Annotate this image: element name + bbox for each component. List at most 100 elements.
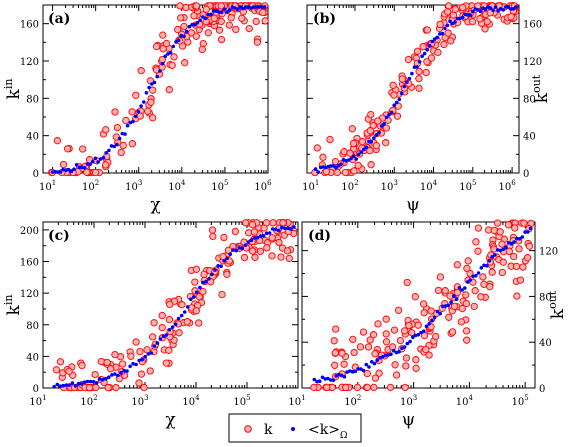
k-point [401, 383, 409, 392]
x-tick-label: 102 [341, 179, 358, 193]
k-point [450, 302, 459, 311]
k-point [367, 110, 375, 119]
mean-k-point [422, 329, 426, 334]
x-tick-exponent: 1 [315, 179, 319, 187]
mean-k-point [420, 54, 424, 58]
k-point [102, 161, 110, 169]
k-point [453, 261, 461, 269]
k-point [348, 125, 356, 133]
panel-tag: (b) [313, 11, 336, 27]
k-point [493, 219, 502, 227]
mean-k-point [192, 295, 196, 299]
k-point [374, 320, 382, 328]
legend: k <k>Ω [228, 413, 362, 443]
x-tick-label: 101 [29, 394, 46, 408]
k-point [144, 107, 152, 115]
mean-k-point [137, 358, 141, 363]
k-point [331, 361, 339, 369]
mean-k-point [407, 76, 412, 81]
panel-b: 101 102 103 104 105 106 0 40 80 120 160 (b) ψ kout [302, 2, 552, 215]
mean-k-point [231, 248, 235, 252]
k-point [451, 5, 459, 13]
k-point [227, 14, 235, 22]
mean-k-point [488, 6, 493, 10]
k-point [498, 240, 506, 248]
mean-k-point [359, 150, 364, 154]
mean-k-point [479, 266, 484, 270]
mean-k-point [422, 51, 427, 56]
k-point [198, 45, 206, 54]
y-tick-label: 200 [20, 226, 39, 237]
k-point [165, 86, 173, 94]
k-point [504, 221, 513, 229]
x-tick-exponent: 3 [413, 394, 417, 402]
mean-k-point [267, 231, 272, 235]
x-tick-label: 102 [344, 394, 361, 408]
x-tick-label: 102 [82, 179, 99, 193]
k-point [477, 293, 485, 301]
mean-k-point [225, 10, 229, 14]
mean-k-point [504, 245, 508, 249]
mean-k-point [491, 8, 495, 13]
k-point [136, 112, 144, 120]
mean-k-point [449, 300, 453, 305]
y-tick-label: 0 [539, 384, 545, 395]
k-point [242, 219, 250, 227]
x-tick-label: 106 [254, 179, 272, 193]
mean-k-point [131, 119, 135, 124]
mean-k-point [128, 364, 132, 369]
mean-k-point [252, 5, 256, 9]
x-tick-label: 104 [168, 179, 186, 193]
mean-k-point [261, 234, 266, 238]
x-tick-exponent: 3 [393, 179, 397, 187]
mean-k-point [58, 170, 63, 174]
mean-k-point [264, 231, 269, 235]
mean-k-point [520, 235, 525, 239]
k-point [183, 318, 191, 326]
mean-k-point [69, 169, 74, 174]
mean-k-point [82, 166, 87, 170]
k-point [366, 336, 374, 344]
mean-k-point [391, 348, 396, 353]
mean-k-point [206, 12, 210, 17]
k-point [479, 273, 487, 281]
mean-k-point [120, 131, 125, 136]
k-point [382, 330, 390, 338]
k-point [208, 226, 217, 234]
k-point [394, 306, 403, 314]
k-point [248, 221, 257, 229]
mean-k-point [528, 226, 533, 231]
k-point [283, 247, 292, 255]
mean-k-point [270, 227, 275, 231]
k-point [262, 219, 271, 227]
k-point [275, 238, 283, 247]
mean-k-point [501, 247, 506, 252]
mean-k-point [424, 324, 429, 329]
k-point [143, 346, 151, 354]
mean-k-point [246, 5, 251, 9]
k-point [363, 383, 371, 392]
mean-k-point [483, 7, 488, 12]
mean-k-point [329, 164, 333, 168]
mean-k-point [435, 35, 440, 40]
mean-k-point [52, 384, 56, 389]
mean-k-point [487, 259, 492, 263]
x-tick-exponent: 5 [472, 179, 476, 187]
mean-k-point [511, 7, 516, 11]
k-point [375, 369, 383, 377]
mean-k-point [210, 272, 214, 277]
k-point [366, 147, 374, 155]
mean-k-point [438, 32, 442, 36]
k-point [215, 26, 224, 34]
mean-k-point [453, 20, 457, 24]
k-point [268, 234, 276, 242]
k-point [245, 24, 253, 33]
k-point [149, 86, 157, 94]
k-point [111, 350, 119, 359]
mean-k-point [125, 369, 129, 373]
mean-k-point [88, 379, 93, 384]
mean-k-point [408, 339, 412, 344]
mean-k-point [142, 100, 146, 104]
mean-k-point [405, 80, 409, 84]
k-point [53, 137, 62, 145]
